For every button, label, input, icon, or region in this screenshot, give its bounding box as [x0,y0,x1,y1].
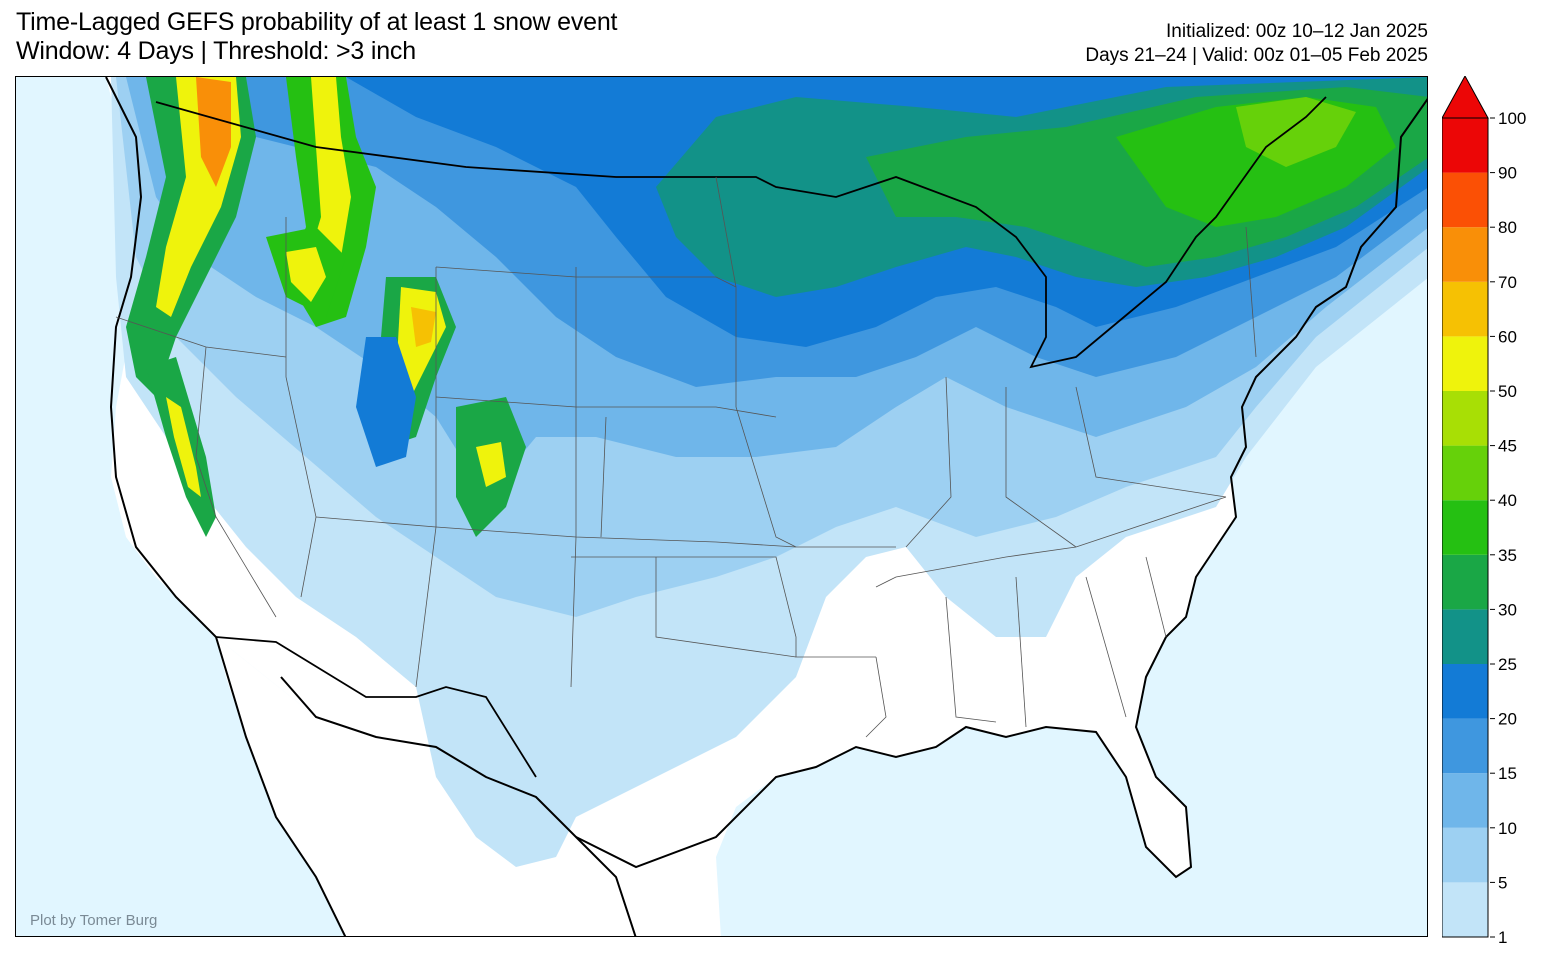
prob-cascades-orange [196,77,231,187]
prob-wyoming-orange [411,307,436,347]
coastlines [105,77,1427,936]
prob-utah-blue [356,337,416,467]
colorbar-tick-label: 30 [1498,600,1517,619]
colorbar-swatch [1442,882,1488,937]
colorbar-tick-label: 25 [1498,655,1517,674]
map-panel: Plot by Tomer Burg [15,76,1428,937]
colorbar-tick-label: 40 [1498,491,1517,510]
colorbar-swatch [1442,554,1488,610]
prob-idaho-yellow [286,247,326,302]
colorbar-swatch [1442,391,1488,446]
international-borders [155,96,1327,778]
colorbar-swatches [1442,117,1489,938]
colorbar-swatch [1442,118,1488,173]
valid-line: Days 21–24 | Valid: 00z 01–05 Feb 2025 [1085,45,1428,66]
state-borders [115,176,1257,738]
colorbar-tick-label: 50 [1498,382,1517,401]
prob-sierra-yellow [166,397,201,497]
colorbar-tick-label: 60 [1498,327,1517,346]
prob-band-40 [1236,97,1356,167]
colorbar-tick-label: 5 [1498,873,1507,892]
colorbar-swatch [1442,172,1488,228]
colorbar-swatch [1442,227,1488,282]
map-canvas: Plot by Tomer Burg [16,77,1427,936]
prob-colorado-yellow [476,442,506,487]
colorbar-tick-label: 70 [1498,273,1517,292]
colorbar-swatch [1442,500,1488,555]
colorbar-extend-arrow [1442,76,1489,119]
forecast-info: Initialized: 00z 10–12 Jan 2025 Days 21–… [1085,20,1428,68]
colorbar-tick-label: 100 [1498,109,1526,128]
credit-text: Plot by Tomer Burg [30,912,157,929]
colorbar-tick-label: 90 [1498,164,1517,183]
colorbar-tick-label: 1 [1498,928,1507,947]
colorbar-swatch [1442,336,1488,391]
map-title: Time-Lagged GEFS probability of at least… [16,8,617,66]
colorbar-tick-label: 35 [1498,546,1517,565]
colorbar-swatch [1442,718,1488,774]
colorbar-tick-label: 15 [1498,764,1517,783]
colorbar-tick-label: 45 [1498,437,1517,456]
colorbar-tick-label: 20 [1498,710,1517,729]
initialized-line: Initialized: 00z 10–12 Jan 2025 [1166,21,1428,42]
title-line-2: Window: 4 Days | Threshold: >3 inch [16,37,416,65]
colorbar-swatch [1442,827,1488,883]
colorbar-swatch [1442,281,1488,337]
colorbar-swatch [1442,664,1488,719]
title-line-1: Time-Lagged GEFS probability of at least… [16,8,618,36]
colorbar [1442,76,1489,938]
colorbar-tick-label: 10 [1498,819,1517,838]
colorbar-tick-label: 80 [1498,218,1517,237]
colorbar-swatch [1442,773,1488,828]
colorbar-swatch [1442,609,1488,664]
colorbar-swatch [1442,445,1488,501]
